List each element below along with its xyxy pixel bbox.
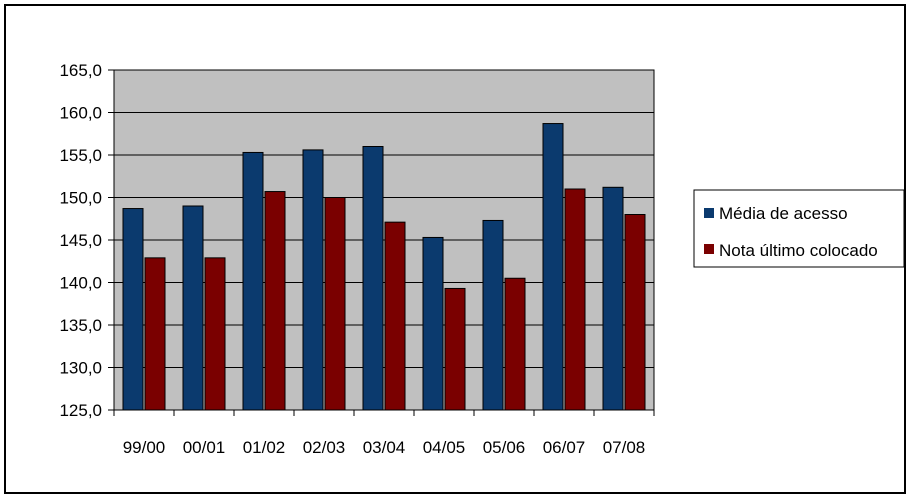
gridlines [114, 112, 654, 368]
x-tick-labels: 99/00 00/01 01/02 02/03 03/04 04/05 05/06 06/07… [123, 438, 646, 457]
legend-swatch-media [704, 208, 714, 218]
y-tick-label: 145,0 [59, 231, 102, 250]
bar-media-de-acesso [542, 123, 564, 411]
x-tick-label: 03/04 [363, 438, 406, 457]
bar-nota-ultimo-colocado [564, 188, 586, 411]
legend: Média de acesso Nota último colocado [693, 189, 905, 268]
y-tick-label: 125,0 [59, 401, 102, 420]
bar-media-de-acesso [422, 236, 444, 411]
bar-nota-ultimo-colocado [204, 257, 226, 411]
y-tick-label: 150,0 [59, 189, 102, 208]
bar-nota-ultimo-colocado [144, 257, 166, 411]
bar-nota-ultimo-colocado [444, 287, 466, 411]
x-tick-label: 02/03 [303, 438, 346, 457]
y-tick-label: 155,0 [59, 146, 102, 165]
bar-media-de-acesso [302, 149, 324, 411]
bar-nota-ultimo-colocado [384, 221, 406, 411]
bar-nota-ultimo-colocado [624, 214, 646, 411]
bar-nota-ultimo-colocado [504, 277, 526, 411]
bar-media-de-acesso [602, 186, 624, 411]
bar-nota-ultimo-colocado [264, 191, 286, 411]
y-tick-label: 160,0 [59, 104, 102, 123]
y-tick-label: 130,0 [59, 359, 102, 378]
x-tick-label: 00/01 [183, 438, 226, 457]
y-tick-label: 135,0 [59, 316, 102, 335]
x-tick-label: 99/00 [123, 438, 166, 457]
bar-media-de-acesso [482, 219, 504, 411]
x-tick-label: 06/07 [543, 438, 586, 457]
y-tick-label: 140,0 [59, 274, 102, 293]
bar-nota-ultimo-colocado [324, 197, 346, 411]
x-tick-label: 01/02 [243, 438, 286, 457]
bar-media-de-acesso [242, 151, 264, 411]
legend-swatch-nota [704, 244, 714, 254]
legend-label-media: Média de acesso [719, 204, 848, 223]
x-tick-label: 04/05 [423, 438, 466, 457]
x-tick-label: 05/06 [483, 438, 526, 457]
bar-media-de-acesso [362, 146, 384, 411]
legend-box [693, 189, 905, 268]
bars [122, 123, 646, 411]
bar-media-de-acesso [182, 205, 204, 411]
legend-label-nota: Nota último colocado [719, 241, 878, 260]
bar-media-de-acesso [122, 208, 144, 411]
axes [108, 69, 655, 416]
y-tick-labels: 125,0 130,0 135,0 140,0 145,0 150,0 155,0 160,0… [59, 61, 102, 420]
y-tick-label: 165,0 [59, 61, 102, 80]
x-tick-label: 07/08 [603, 438, 646, 457]
